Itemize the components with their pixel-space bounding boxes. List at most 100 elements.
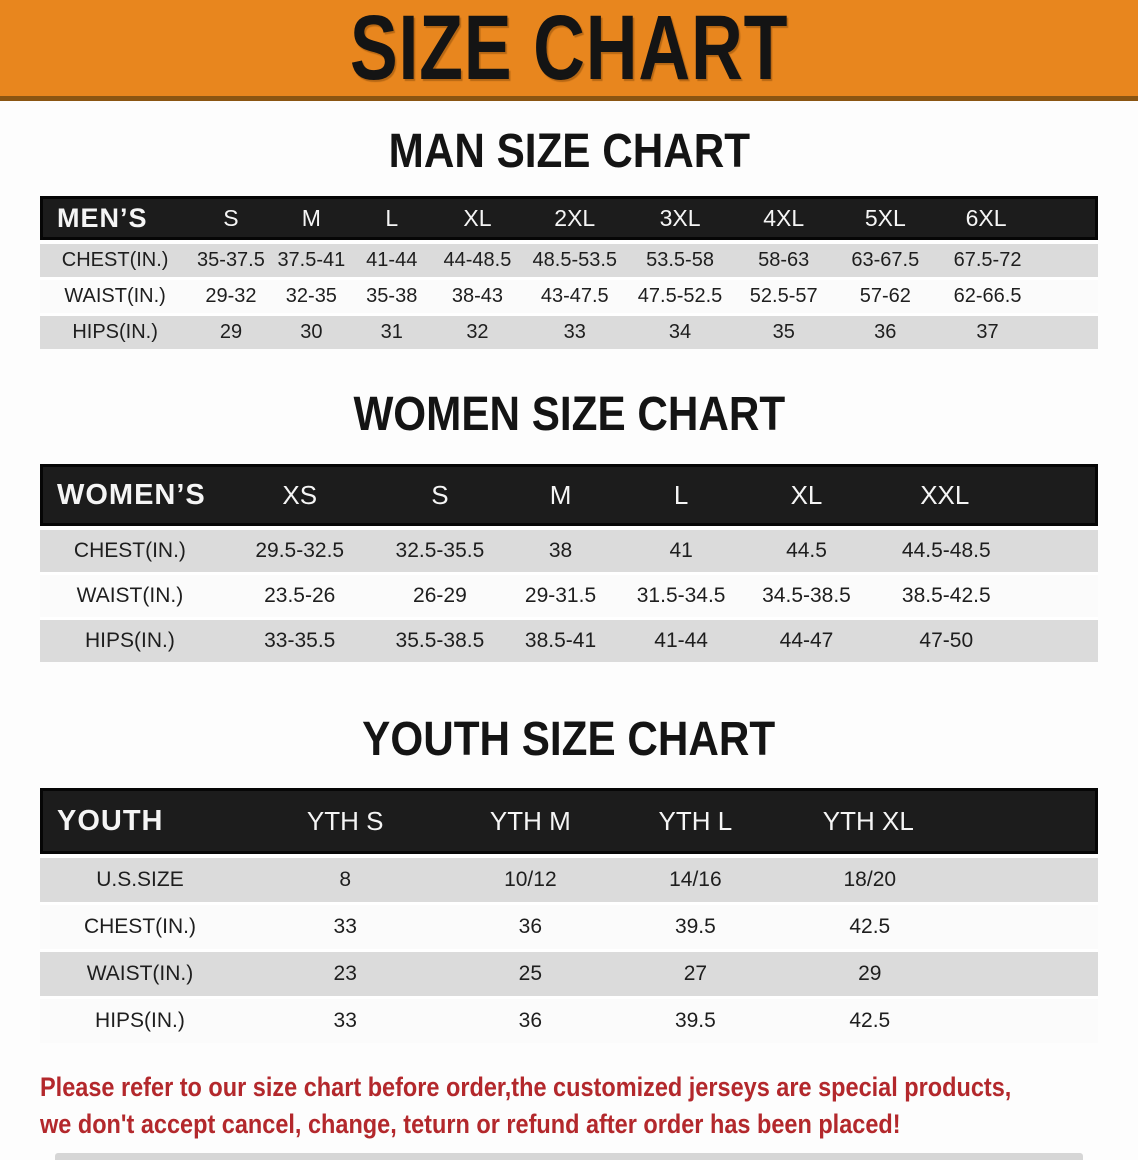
women-size-section: WOMEN SIZE CHART WOMEN’S XS S M L XL XXL CHEST(… [0, 390, 1138, 662]
size-cell: 58-63 [732, 240, 835, 277]
table-row: HIPS(IN.) 29 30 31 32 33 34 35 36 37 [40, 313, 1098, 349]
men-size-section: MAN SIZE CHART MEN’S S M L XL 2XL 3XL 4XL 5XL 6XL… [0, 127, 1138, 349]
disclaimer-line-2: we don't accept cancel, change, teturn o… [40, 1109, 901, 1139]
table-row: CHEST(IN.) 35-37.5 37.5-41 41-44 44-48.5 48.5… [40, 240, 1098, 277]
size-cell: 62-66.5 [936, 277, 1098, 313]
size-cell: 10/12 [450, 854, 611, 902]
size-cell: 42.5 [780, 902, 1098, 949]
size-cell: 41 [620, 526, 742, 572]
size-cell: 42.5 [780, 996, 1098, 1043]
column-header: YTH XL [780, 788, 1098, 854]
size-cell: 39.5 [610, 996, 781, 1043]
row-label: WAIST(IN.) [40, 572, 220, 617]
size-cell: 33 [239, 902, 451, 949]
column-header: L [351, 196, 433, 240]
row-label: HIPS(IN.) [40, 313, 191, 349]
size-cell: 34.5-38.5 [741, 572, 872, 617]
size-cell: 29 [190, 313, 272, 349]
size-cell: 37.5-41 [271, 240, 352, 277]
size-cell: 63-67.5 [834, 240, 937, 277]
column-header: 2XL [522, 196, 628, 240]
size-chart-banner: SIZE CHART [0, 0, 1138, 101]
men-table-header-row: MEN’S S M L XL 2XL 3XL 4XL 5XL 6XL [40, 196, 1098, 240]
size-cell: 37 [936, 313, 1098, 349]
column-header: 4XL [732, 196, 835, 240]
size-cell: 67.5-72 [936, 240, 1098, 277]
size-cell: 52.5-57 [732, 277, 835, 313]
row-label: WAIST(IN.) [40, 949, 240, 996]
size-cell: 41-44 [351, 240, 433, 277]
size-cell: 48.5-53.5 [522, 240, 628, 277]
table-row: WAIST(IN.) 29-32 32-35 35-38 38-43 43-47.5 47.… [40, 277, 1098, 313]
size-cell: 29-31.5 [500, 572, 621, 617]
size-cell: 25 [450, 949, 611, 996]
size-cell: 44-47 [741, 617, 872, 662]
table-row: HIPS(IN.) 33 36 39.5 42.5 [40, 996, 1098, 1043]
row-label: CHEST(IN.) [40, 902, 240, 949]
row-label: HIPS(IN.) [40, 617, 220, 662]
women-size-table: WOMEN’S XS S M L XL XXL CHEST(IN.) 29.5-32.5 32.5… [40, 464, 1098, 662]
column-header: 6XL [936, 196, 1098, 240]
size-cell: 39.5 [610, 902, 781, 949]
column-header: YTH M [450, 788, 611, 854]
size-cell: 27 [610, 949, 781, 996]
size-cell: 35.5-38.5 [379, 617, 501, 662]
size-cell: 32 [432, 313, 523, 349]
size-cell: 35-38 [351, 277, 433, 313]
banner-title: SIZE CHART [349, 0, 789, 99]
table-row: WAIST(IN.) 23 25 27 29 [40, 949, 1098, 996]
size-cell: 14/16 [610, 854, 781, 902]
size-cell: 8 [239, 854, 451, 902]
size-cell: 44.5-48.5 [871, 526, 1098, 572]
size-cell: 38.5-41 [500, 617, 621, 662]
column-header: S [190, 196, 272, 240]
disclaimer-line-1: Please refer to our size chart before or… [40, 1072, 1012, 1102]
size-cell: 29-32 [190, 277, 272, 313]
column-header: XL [432, 196, 523, 240]
column-header: XL [741, 464, 872, 526]
women-section-title: WOMEN SIZE CHART [353, 388, 785, 441]
table-row: CHEST(IN.) 29.5-32.5 32.5-35.5 38 41 44.5 44.5… [40, 526, 1098, 572]
youth-section-title: YOUTH SIZE CHART [362, 713, 776, 766]
size-cell: 29 [780, 949, 1098, 996]
size-cell: 33-35.5 [219, 617, 380, 662]
table-row: U.S.SIZE 8 10/12 14/16 18/20 [40, 854, 1098, 902]
column-header: S [379, 464, 501, 526]
size-cell: 29.5-32.5 [219, 526, 380, 572]
size-cell: 35 [732, 313, 835, 349]
size-cell: 26-29 [379, 572, 501, 617]
men-header-label: MEN’S [40, 196, 191, 240]
row-label: U.S.SIZE [40, 854, 240, 902]
size-cell: 23.5-26 [219, 572, 380, 617]
cropped-next-element-strip [55, 1153, 1083, 1160]
size-cell: 33 [239, 996, 451, 1043]
size-cell: 57-62 [834, 277, 937, 313]
column-header: L [620, 464, 742, 526]
row-label: WAIST(IN.) [40, 277, 191, 313]
column-header: XS [219, 464, 380, 526]
size-cell: 32.5-35.5 [379, 526, 501, 572]
size-cell: 18/20 [780, 854, 1098, 902]
men-section-title: MAN SIZE CHART [388, 125, 750, 178]
table-row: HIPS(IN.) 33-35.5 35.5-38.5 38.5-41 41-44 44-… [40, 617, 1098, 662]
size-cell: 44.5 [741, 526, 872, 572]
size-cell: 23 [239, 949, 451, 996]
column-header: 3XL [627, 196, 733, 240]
row-label: CHEST(IN.) [40, 240, 191, 277]
column-header: 5XL [834, 196, 937, 240]
row-label: CHEST(IN.) [40, 526, 220, 572]
table-row: CHEST(IN.) 33 36 39.5 42.5 [40, 902, 1098, 949]
size-cell: 34 [627, 313, 733, 349]
size-cell: 36 [450, 996, 611, 1043]
size-cell: 44-48.5 [432, 240, 523, 277]
size-cell: 38-43 [432, 277, 523, 313]
size-cell: 43-47.5 [522, 277, 628, 313]
column-header: M [500, 464, 621, 526]
size-cell: 53.5-58 [627, 240, 733, 277]
disclaimer-note: Please refer to our size chart before or… [40, 1069, 1138, 1143]
size-cell: 36 [834, 313, 937, 349]
size-cell: 30 [271, 313, 352, 349]
size-cell: 33 [522, 313, 628, 349]
size-cell: 32-35 [271, 277, 352, 313]
size-cell: 47-50 [871, 617, 1098, 662]
